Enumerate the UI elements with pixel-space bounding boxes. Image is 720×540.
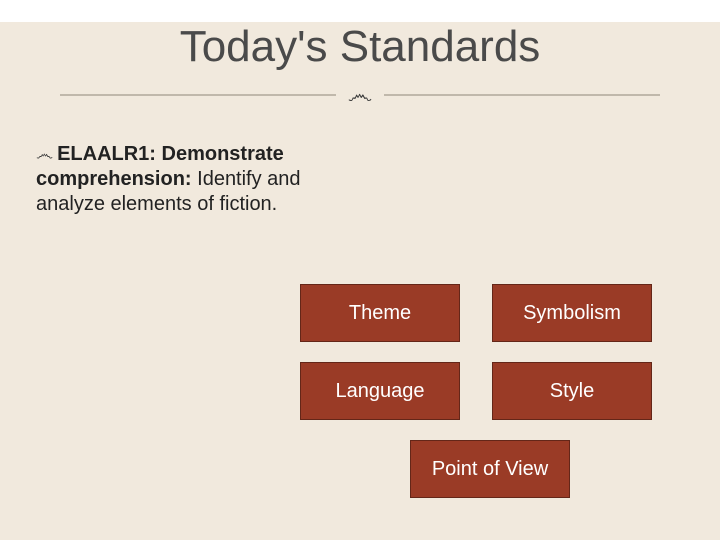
box-style: Style bbox=[492, 362, 652, 420]
slide-title: Today's Standards bbox=[0, 22, 720, 72]
title-divider: ෴ bbox=[60, 80, 660, 112]
box-row-0: Theme Symbolism bbox=[300, 284, 680, 342]
box-row-1: Language Style bbox=[300, 362, 680, 420]
slide: Today's Standards ෴ ෴ELAALR1: Demonstrat… bbox=[0, 22, 720, 540]
box-language: Language bbox=[300, 362, 460, 420]
bullet-icon: ෴ bbox=[36, 144, 53, 164]
box-theme: Theme bbox=[300, 284, 460, 342]
box-row-2: Point of View bbox=[300, 440, 680, 498]
divider-line-left bbox=[60, 94, 336, 96]
box-symbolism: Symbolism bbox=[492, 284, 652, 342]
divider-line-right bbox=[384, 94, 660, 96]
box-point-of-view: Point of View bbox=[410, 440, 570, 498]
boxes-grid: Theme Symbolism Language Style Point of … bbox=[300, 284, 680, 518]
body-text: ෴ELAALR1: Demonstrate comprehension: Ide… bbox=[36, 142, 316, 217]
flourish-icon: ෴ bbox=[348, 78, 373, 110]
